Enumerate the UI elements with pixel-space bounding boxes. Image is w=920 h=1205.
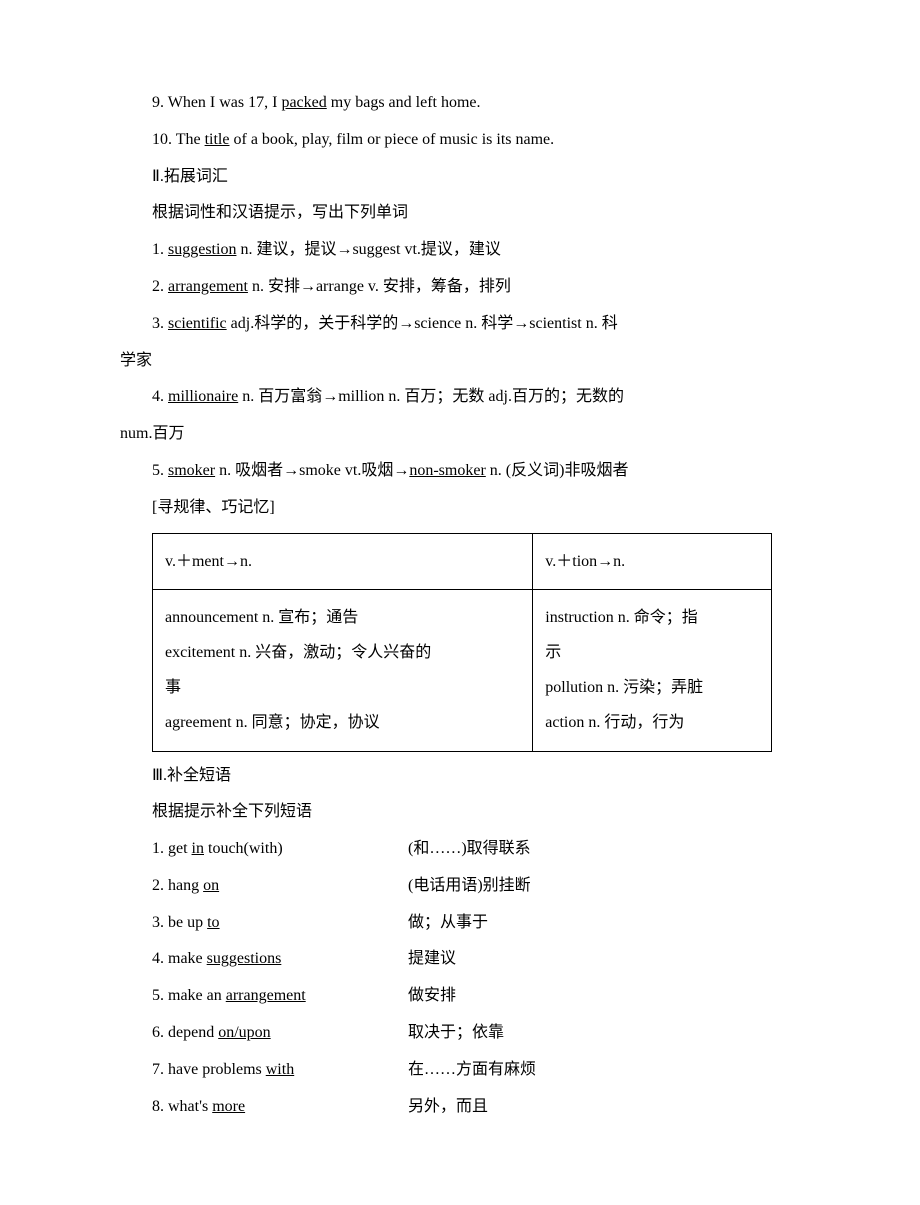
phrase-item-6: 6. depend on/upon 取决于；依靠 [120,1015,800,1052]
table-line: action n. 行动，行为 [545,705,759,740]
blank-answer: scientific [168,315,227,332]
text: n. 建议，提议→suggest vt.提议，建议 [236,241,500,258]
blank-answer: arrangement [226,987,306,1004]
table-line: excitement n. 兴奋，激动；令人兴奋的 [165,635,520,670]
text: 2. [152,278,168,295]
vocab-item-3: 3. scientific adj.科学的，关于科学的→science n. 科… [120,306,800,343]
text: 10. The [152,131,205,148]
table-line: pollution n. 污染；弄脏 [545,670,759,705]
text: 6. depend [152,1024,218,1041]
phrase-item-3: 3. be up to 做；从事于 [120,905,800,942]
blank-answer: more [212,1098,245,1115]
blank-answer: title [205,131,230,148]
blank-answer: on/upon [218,1024,270,1041]
table-cell-col2: instruction n. 命令；指 示 pollution n. 污染；弄脏… [533,589,772,751]
blank-answer: with [266,1061,294,1078]
phrase-item-8: 8. what's more 另外，而且 [120,1089,800,1126]
document-page: 9. When I was 17, I packed my bags and l… [0,0,920,1205]
text: n. 吸烟者→smoke vt.吸烟→ [215,462,409,479]
phrase-item-1: 1. get in touch(with) (和……)取得联系 [120,831,800,868]
vocab-item-2: 2. arrangement n. 安排→arrange v. 安排，筹备，排列 [120,269,800,306]
table-line: instruction n. 命令；指 [545,600,759,635]
blank-answer: in [192,840,204,857]
phrase-item-2: 2. hang on (电话用语)别挂断 [120,868,800,905]
text: 8. what's [152,1098,212,1115]
phrase-item-5: 5. make an arrangement 做安排 [120,978,800,1015]
text: 9. When I was 17, I [152,94,281,111]
text: n. 百万富翁→million n. 百万；无数 adj.百万的；无数的 [238,388,624,405]
blank-answer: to [207,914,219,931]
blank-answer: packed [281,94,326,111]
meaning: 做；从事于 [408,905,488,942]
sentence-9: 9. When I was 17, I packed my bags and l… [120,85,800,122]
text: 3. be up [152,914,207,931]
text: touch(with) [204,840,283,857]
text: n. 安排→arrange v. 安排，筹备，排列 [248,278,511,295]
table-header-col2: v.＋tion→n. [533,533,772,589]
section-2-heading: Ⅱ.拓展词汇 [120,159,800,196]
meaning: 另外，而且 [408,1089,488,1126]
text: 5. [152,462,168,479]
text: of a book, play, film or piece of music … [229,131,554,148]
table-line: agreement n. 同意；协定，协议 [165,705,520,740]
phrase-item-7: 7. have problems with 在……方面有麻烦 [120,1052,800,1089]
meaning: 取决于；依靠 [408,1015,504,1052]
blank-answer: millionaire [168,388,238,405]
text: 1. [152,241,168,258]
memory-tip-heading: [寻规律、巧记忆] [120,490,800,527]
meaning: (电话用语)别挂断 [408,868,531,905]
table-line: announcement n. 宣布；通告 [165,600,520,635]
section-3-subheading: 根据提示补全下列短语 [120,794,800,831]
blank-answer: suggestions [207,950,282,967]
rule-table: v.＋ment→n. v.＋tion→n. announcement n. 宣布… [152,533,772,752]
blank-answer: suggestion [168,241,236,258]
sentence-10: 10. The title of a book, play, film or p… [120,122,800,159]
blank-answer: on [203,877,219,894]
text: n. (反义词)非吸烟者 [486,462,629,479]
table-cell-col1: announcement n. 宣布；通告 excitement n. 兴奋，激… [153,589,533,751]
text: 1. get [152,840,192,857]
text: 5. make an [152,987,226,1004]
vocab-item-3-cont: 学家 [120,343,800,380]
vocab-item-4-cont: num.百万 [120,416,800,453]
blank-answer: non-smoker [409,462,485,479]
text: my bags and left home. [327,94,481,111]
vocab-item-1: 1. suggestion n. 建议，提议→suggest vt.提议，建议 [120,232,800,269]
text: 3. [152,315,168,332]
blank-answer: arrangement [168,278,248,295]
text: adj.科学的，关于科学的→science n. 科学→scientist n.… [227,315,618,332]
blank-answer: smoker [168,462,215,479]
phrase-item-4: 4. make suggestions 提建议 [120,941,800,978]
meaning: 在……方面有麻烦 [408,1052,536,1089]
table-line: 事 [165,670,520,705]
section-2-subheading: 根据词性和汉语提示，写出下列单词 [120,195,800,232]
vocab-item-5: 5. smoker n. 吸烟者→smoke vt.吸烟→non-smoker … [120,453,800,490]
meaning: 做安排 [408,978,456,1015]
meaning: 提建议 [408,941,456,978]
vocab-item-4: 4. millionaire n. 百万富翁→million n. 百万；无数 … [120,379,800,416]
text: 4. make [152,950,207,967]
text: 7. have problems [152,1061,266,1078]
table-header-col1: v.＋ment→n. [153,533,533,589]
table-line: 示 [545,635,759,670]
text: 2. hang [152,877,203,894]
meaning: (和……)取得联系 [408,831,531,868]
section-3-heading: Ⅲ.补全短语 [120,758,800,795]
text: 4. [152,388,168,405]
